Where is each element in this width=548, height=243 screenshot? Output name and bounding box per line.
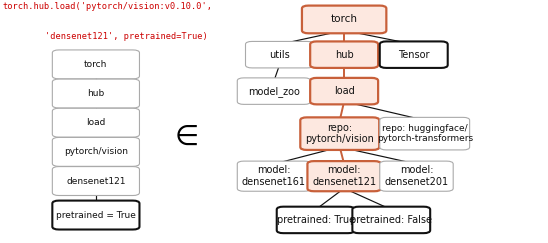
FancyBboxPatch shape xyxy=(52,201,139,229)
Text: utils: utils xyxy=(269,50,290,60)
Text: pytorch/vision: pytorch/vision xyxy=(64,147,128,156)
Text: model:
densenet201: model: densenet201 xyxy=(384,165,449,187)
Text: model:
densenet121: model: densenet121 xyxy=(312,165,376,187)
Text: ∈: ∈ xyxy=(174,123,198,151)
Text: model_zoo: model_zoo xyxy=(248,86,300,96)
FancyBboxPatch shape xyxy=(380,41,448,68)
FancyBboxPatch shape xyxy=(302,6,386,33)
Text: hub: hub xyxy=(87,89,105,98)
FancyBboxPatch shape xyxy=(300,117,379,150)
FancyBboxPatch shape xyxy=(246,41,313,68)
FancyBboxPatch shape xyxy=(52,50,139,79)
FancyBboxPatch shape xyxy=(237,78,311,104)
Text: load: load xyxy=(86,118,106,127)
Text: torch.hub.load('pytorch/vision:v0.10.0',: torch.hub.load('pytorch/vision:v0.10.0', xyxy=(3,2,213,11)
Text: torch: torch xyxy=(84,60,107,69)
Text: torch: torch xyxy=(330,14,358,25)
Text: pretrained: True: pretrained: True xyxy=(277,215,355,225)
Text: hub: hub xyxy=(335,50,353,60)
FancyBboxPatch shape xyxy=(52,167,139,195)
Text: Tensor: Tensor xyxy=(398,50,430,60)
Text: pretrained = True: pretrained = True xyxy=(56,210,136,220)
FancyBboxPatch shape xyxy=(380,117,470,150)
FancyBboxPatch shape xyxy=(277,207,355,233)
Text: densenet121: densenet121 xyxy=(66,176,125,186)
Text: pretrained: False: pretrained: False xyxy=(350,215,432,225)
FancyBboxPatch shape xyxy=(310,78,378,104)
Text: repo: huggingface/
pytorch-transformers: repo: huggingface/ pytorch-transformers xyxy=(376,124,473,143)
FancyBboxPatch shape xyxy=(310,41,378,68)
FancyBboxPatch shape xyxy=(380,161,453,191)
Text: model:
densenet161: model: densenet161 xyxy=(242,165,306,187)
FancyBboxPatch shape xyxy=(52,138,139,166)
FancyBboxPatch shape xyxy=(52,79,139,108)
FancyBboxPatch shape xyxy=(237,161,311,191)
Text: repo:
pytorch/vision: repo: pytorch/vision xyxy=(305,123,374,144)
FancyBboxPatch shape xyxy=(52,108,139,137)
FancyBboxPatch shape xyxy=(352,207,430,233)
Text: 'densenet121', pretrained=True): 'densenet121', pretrained=True) xyxy=(3,32,208,41)
Text: load: load xyxy=(334,86,355,96)
FancyBboxPatch shape xyxy=(307,161,381,191)
